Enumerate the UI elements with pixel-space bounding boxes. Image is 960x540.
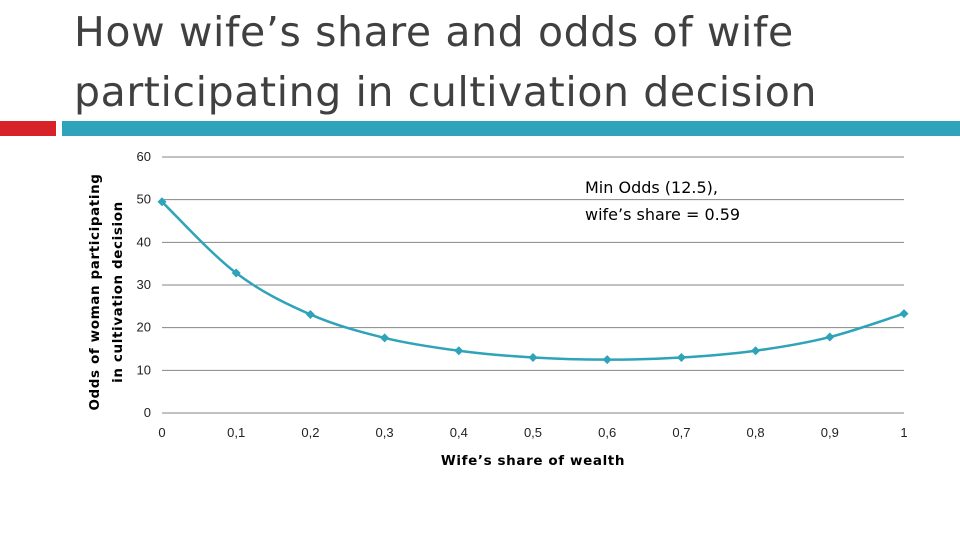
y-axis-title-line-2: in cultivation decision (110, 201, 126, 383)
x-tick-label: 0,2 (301, 425, 319, 440)
slide-title-line-2: participating in cultivation decision (74, 68, 818, 116)
data-point-marker (899, 309, 909, 319)
y-tick-label: 0 (144, 405, 151, 420)
title-accent-bar-teal (62, 121, 960, 136)
chart-series (157, 197, 909, 365)
min-odds-annotation-line-2: wife’s share = 0.59 (585, 205, 740, 224)
x-tick-label: 0,1 (227, 425, 245, 440)
data-point-marker (305, 309, 315, 319)
slide-title: How wife’s share and odds of wife partic… (74, 2, 934, 122)
data-point-marker (751, 346, 761, 356)
x-axis-title: Wife’s share of wealth (441, 453, 625, 469)
y-axis-tick-labels: 0 10 20 30 40 50 60 (137, 149, 151, 420)
chart-gridlines (162, 156, 904, 414)
min-odds-annotation-line-1: Min Odds (12.5), (585, 178, 718, 197)
y-tick-label: 30 (137, 277, 151, 292)
x-tick-label: 0,8 (747, 425, 765, 440)
x-tick-label: 0,6 (598, 425, 616, 440)
y-tick-label: 50 (137, 192, 151, 207)
x-tick-label: 0,5 (524, 425, 542, 440)
x-tick-label: 1 (900, 425, 907, 440)
y-axis-title: Odds of woman participating in cultivati… (87, 173, 126, 410)
title-accent-bar-red (0, 121, 56, 136)
y-axis-title-line-1: Odds of woman participating (87, 173, 103, 410)
y-tick-label: 40 (137, 234, 151, 249)
data-point-marker (231, 268, 241, 278)
data-point-marker (825, 332, 835, 342)
x-tick-label: 0 (158, 425, 165, 440)
data-point-marker (528, 353, 538, 363)
x-tick-label: 0,9 (821, 425, 839, 440)
y-tick-label: 20 (137, 320, 151, 335)
series-line (161, 200, 905, 361)
data-point-marker (602, 355, 612, 365)
x-axis-tick-labels: 0 0,1 0,2 0,3 0,4 0,5 0,6 0,7 0,8 0,9 1 (158, 425, 907, 440)
data-point-marker (157, 197, 167, 207)
slide-title-line-1: How wife’s share and odds of wife (74, 8, 794, 56)
y-tick-label: 60 (137, 149, 151, 164)
x-tick-label: 0,7 (672, 425, 690, 440)
x-tick-label: 0,4 (450, 425, 468, 440)
data-point-marker (380, 333, 390, 343)
y-tick-label: 10 (137, 362, 151, 377)
data-point-marker (676, 353, 686, 363)
data-point-marker (454, 346, 464, 356)
x-tick-label: 0,3 (376, 425, 394, 440)
